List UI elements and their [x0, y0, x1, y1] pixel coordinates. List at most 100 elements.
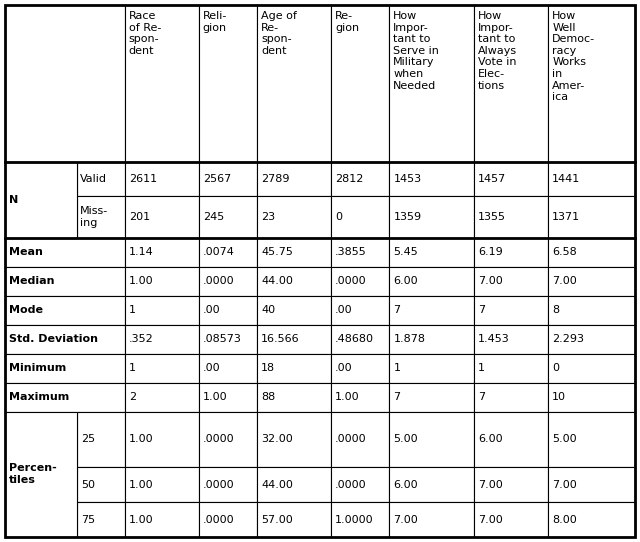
Text: Re-
gion: Re- gion: [335, 11, 359, 33]
Text: 10: 10: [552, 392, 566, 402]
Bar: [199, 5, 257, 162]
Text: 1441: 1441: [552, 174, 580, 184]
Text: 5.00: 5.00: [394, 434, 418, 444]
Bar: [125, 502, 199, 537]
Text: 2789: 2789: [261, 174, 289, 184]
Text: 8.00: 8.00: [552, 514, 577, 525]
Text: 2.293: 2.293: [552, 334, 584, 344]
Text: 1.00: 1.00: [129, 434, 153, 444]
Bar: [474, 5, 548, 162]
Bar: [331, 267, 389, 296]
Text: 1.878: 1.878: [394, 334, 426, 344]
Bar: [257, 383, 331, 411]
Text: 2812: 2812: [335, 174, 364, 184]
Bar: [389, 502, 474, 537]
Bar: [474, 325, 548, 353]
Bar: [474, 411, 548, 467]
Bar: [257, 162, 331, 196]
Text: 7.00: 7.00: [478, 276, 503, 286]
Bar: [548, 162, 635, 196]
Bar: [125, 296, 199, 325]
Text: 18: 18: [261, 363, 275, 373]
Text: How
Impor-
tant to
Serve in
Military
when
Needed: How Impor- tant to Serve in Military whe…: [394, 11, 439, 91]
Bar: [389, 162, 474, 196]
Text: Reli-
gion: Reli- gion: [203, 11, 227, 33]
Bar: [77, 196, 125, 238]
Text: 2611: 2611: [129, 174, 157, 184]
Bar: [5, 267, 125, 296]
Bar: [474, 353, 548, 383]
Bar: [331, 411, 389, 467]
Bar: [125, 5, 199, 162]
Text: 1.0000: 1.0000: [335, 514, 374, 525]
Text: 1.14: 1.14: [129, 247, 154, 257]
Bar: [389, 467, 474, 502]
Text: 1457: 1457: [478, 174, 506, 184]
Text: .00: .00: [335, 305, 353, 315]
Text: 6.00: 6.00: [394, 480, 418, 489]
Bar: [199, 325, 257, 353]
Text: .0074: .0074: [203, 247, 235, 257]
Text: 7: 7: [394, 305, 401, 315]
Text: 44.00: 44.00: [261, 276, 293, 286]
Text: 6.00: 6.00: [478, 434, 502, 444]
Bar: [257, 353, 331, 383]
Bar: [199, 467, 257, 502]
Bar: [125, 467, 199, 502]
Text: 1: 1: [478, 363, 485, 373]
Bar: [474, 296, 548, 325]
Bar: [199, 267, 257, 296]
Text: How
Well
Democ-
racy
Works
in
Amer-
ica: How Well Democ- racy Works in Amer- ica: [552, 11, 595, 102]
Text: .0000: .0000: [203, 480, 234, 489]
Bar: [257, 296, 331, 325]
Text: 0: 0: [552, 363, 559, 373]
Text: 16.566: 16.566: [261, 334, 300, 344]
Bar: [548, 353, 635, 383]
Bar: [474, 162, 548, 196]
Bar: [5, 5, 125, 162]
Bar: [331, 196, 389, 238]
Bar: [331, 383, 389, 411]
Text: .08573: .08573: [203, 334, 242, 344]
Text: 5.45: 5.45: [394, 247, 418, 257]
Text: .0000: .0000: [335, 276, 367, 286]
Text: Std. Deviation: Std. Deviation: [9, 334, 98, 344]
Bar: [474, 238, 548, 267]
Text: 1: 1: [394, 363, 401, 373]
Bar: [257, 502, 331, 537]
Bar: [5, 411, 77, 537]
Text: 1.453: 1.453: [478, 334, 510, 344]
Bar: [389, 5, 474, 162]
Bar: [5, 353, 125, 383]
Bar: [331, 325, 389, 353]
Text: 1: 1: [129, 305, 136, 315]
Text: 1453: 1453: [394, 174, 422, 184]
Text: 1.00: 1.00: [129, 276, 153, 286]
Text: Mean: Mean: [9, 247, 43, 257]
Bar: [257, 467, 331, 502]
Text: .48680: .48680: [335, 334, 374, 344]
Text: 50: 50: [81, 480, 95, 489]
Bar: [125, 325, 199, 353]
Bar: [474, 267, 548, 296]
Text: .0000: .0000: [203, 434, 234, 444]
Bar: [199, 353, 257, 383]
Text: 88: 88: [261, 392, 275, 402]
Bar: [77, 467, 125, 502]
Bar: [331, 502, 389, 537]
Bar: [474, 196, 548, 238]
Bar: [125, 411, 199, 467]
Bar: [125, 196, 199, 238]
Text: 1: 1: [129, 363, 136, 373]
Text: 32.00: 32.00: [261, 434, 292, 444]
Text: .352: .352: [129, 334, 154, 344]
Text: 6.00: 6.00: [394, 276, 418, 286]
Bar: [474, 383, 548, 411]
Bar: [257, 238, 331, 267]
Bar: [199, 196, 257, 238]
Text: 5.00: 5.00: [552, 434, 577, 444]
Bar: [389, 196, 474, 238]
Text: Mode: Mode: [9, 305, 43, 315]
Text: 75: 75: [81, 514, 95, 525]
Bar: [389, 353, 474, 383]
